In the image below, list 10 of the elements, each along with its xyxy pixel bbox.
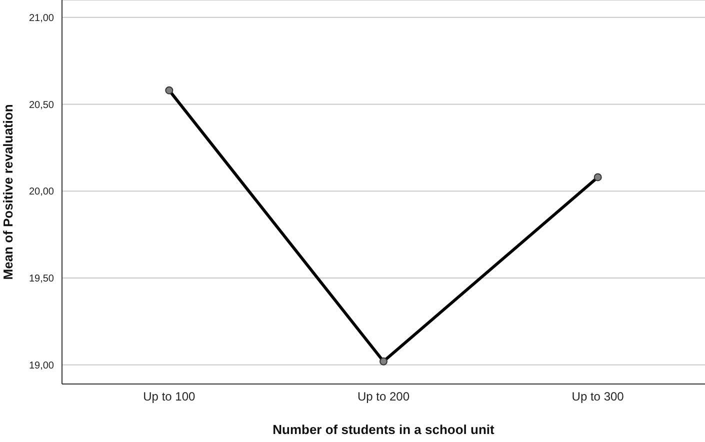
x-axis-title: Number of students in a school unit xyxy=(272,422,496,437)
x-tick-label: Up to 300 xyxy=(572,390,624,404)
y-tick-label: 19,00 xyxy=(28,360,54,372)
y-tick-label: 21,00 xyxy=(28,12,54,24)
y-tick-label: 20,00 xyxy=(28,186,54,198)
x-tick-label: Up to 100 xyxy=(143,390,196,404)
y-tick-label: 19,50 xyxy=(28,274,54,285)
y-tick-label: 20,50 xyxy=(28,100,54,111)
y-axis-title: Mean of Positive revaluation xyxy=(0,104,16,280)
x-tick-label: Up to 200 xyxy=(357,390,410,404)
